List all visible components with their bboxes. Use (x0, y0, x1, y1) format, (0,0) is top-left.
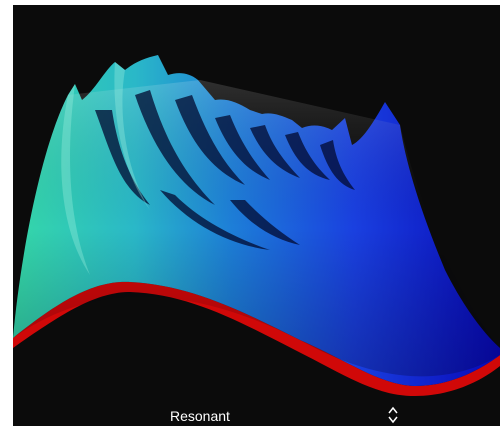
dropdown-label: Resonant (170, 408, 230, 424)
page: Resonant (() => { const data = JSON.pars… (0, 0, 502, 426)
plot-panel: Resonant (13, 5, 500, 426)
mode-dropdown[interactable]: Resonant (150, 404, 410, 426)
surface-shade (13, 80, 500, 376)
surface-plot (13, 5, 500, 426)
dropdown-arrows (386, 405, 400, 425)
